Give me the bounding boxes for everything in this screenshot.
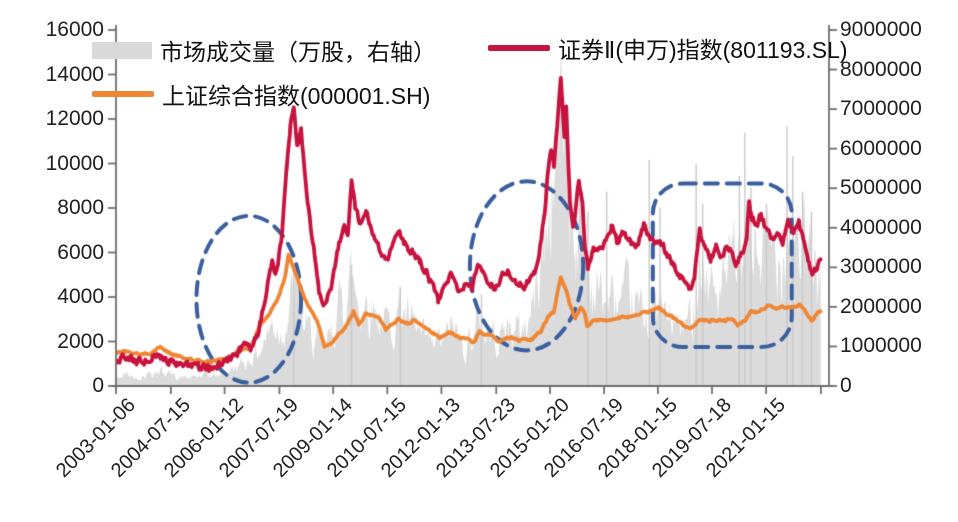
volume-area-swatch-icon	[92, 41, 152, 59]
legend-item-volume: 市场成交量（万股，右轴）	[92, 33, 436, 67]
y-right-tick-label: 9000000	[840, 18, 922, 41]
volume-legend-label: 市场成交量（万股，右轴）	[160, 39, 436, 65]
securities-line-swatch-icon	[488, 45, 550, 51]
y-left-tick-label: 8000	[57, 196, 104, 219]
y-right-tick-label: 7000000	[840, 97, 922, 121]
y-right-tick-label: 8000000	[840, 57, 922, 81]
y-right-tick-label: 4000000	[840, 215, 922, 239]
y-left-tick-label: 12000	[45, 107, 104, 130]
y-left-tick-label: 14000	[45, 62, 104, 86]
shcomp-line-swatch-icon	[92, 91, 154, 97]
y-left-tick-label: 2000	[57, 329, 104, 353]
y-left-tick-label: 16000	[45, 18, 104, 41]
y-left-tick-label: 4000	[57, 285, 104, 308]
legend-item-securities: 证券Ⅱ(申万)指数(801193.SL)	[488, 31, 848, 65]
y-right-tick-label: 0	[840, 374, 852, 397]
y-left-tick-label: 0	[92, 374, 104, 397]
y-right-tick-label: 5000000	[840, 176, 922, 200]
y-right-tick-label: 3000000	[840, 255, 922, 279]
y-right-tick-label: 6000000	[840, 136, 922, 160]
shcomp-legend-label: 上证综合指数(000001.SH)	[162, 83, 431, 109]
y-left-tick-label: 10000	[45, 151, 104, 175]
y-right-tick-label: 2000000	[840, 294, 922, 318]
y-right-tick-label: 1000000	[840, 334, 922, 358]
legend-item-shcomp: 上证综合指数(000001.SH)	[92, 77, 430, 111]
securities-legend-label: 证券Ⅱ(申万)指数(801193.SL)	[558, 37, 848, 63]
y-left-tick-label: 6000	[57, 240, 104, 264]
